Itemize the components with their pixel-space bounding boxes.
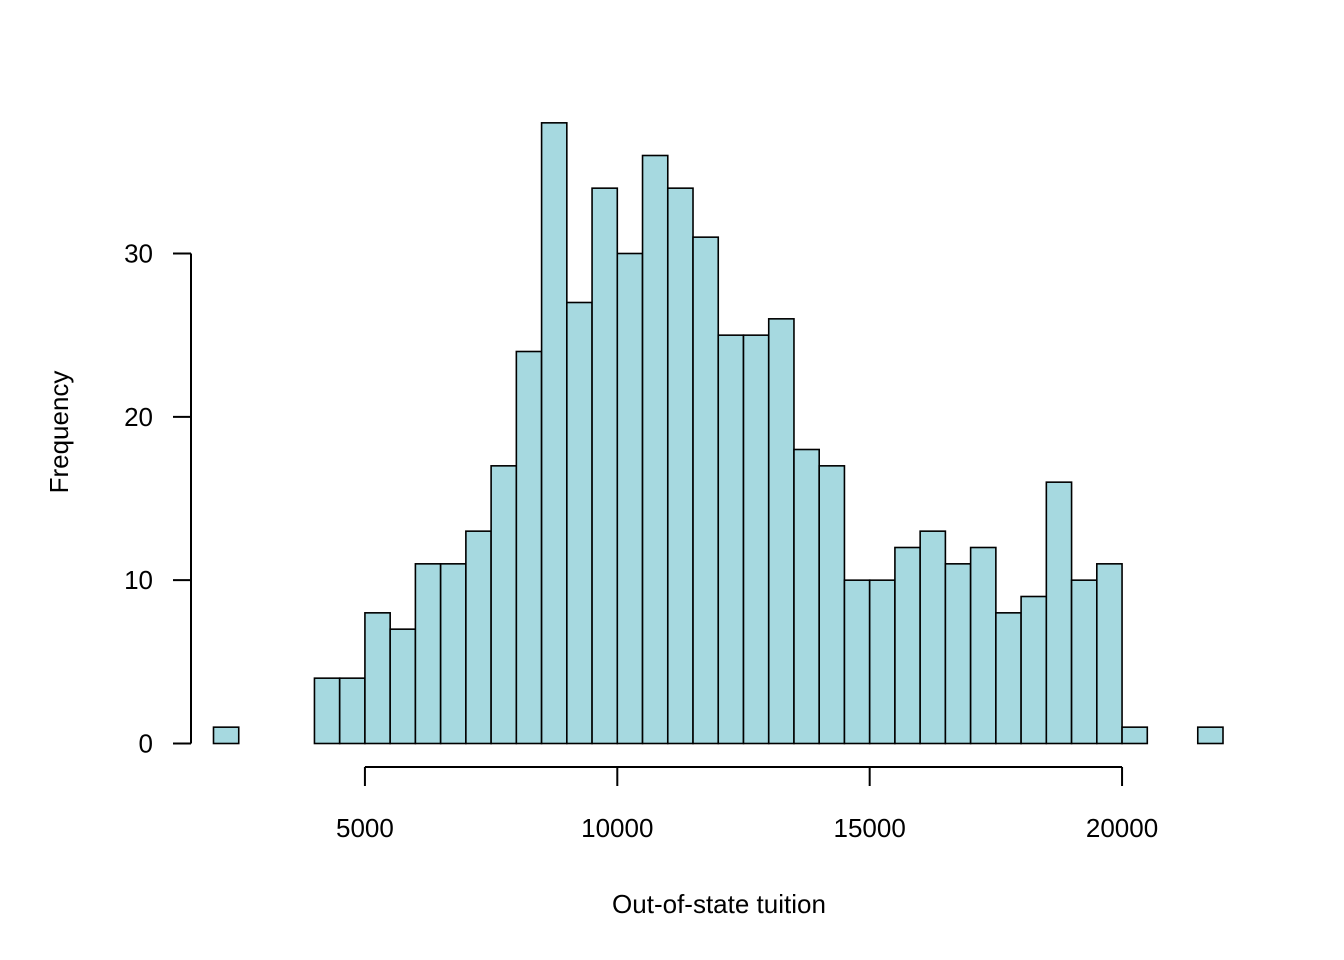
- histogram-bar: [894, 546, 921, 745]
- histogram-bar: [995, 612, 1022, 745]
- histogram-bar: [843, 579, 871, 745]
- histogram-bar: [212, 726, 240, 745]
- x-tick-label: 5000: [336, 813, 394, 843]
- histogram-bar: [641, 154, 669, 745]
- x-tick-label: 20000: [1086, 813, 1158, 843]
- x-axis: 5000 10000 15000 20000: [336, 766, 1158, 843]
- x-tick-label: 10000: [581, 813, 653, 843]
- x-axis-title: Out-of-state tuition: [612, 889, 826, 919]
- histogram-bar: [515, 350, 543, 745]
- histogram-bar: [439, 563, 467, 745]
- histogram-bar: [616, 252, 644, 745]
- histogram-bar: [338, 677, 366, 745]
- y-tick-label: 30: [124, 239, 153, 269]
- histogram-bars: [212, 122, 1224, 745]
- histogram-bar: [1121, 726, 1149, 745]
- histogram-bar: [389, 628, 417, 745]
- histogram-bar: [1045, 481, 1073, 745]
- y-tick-label: 20: [124, 402, 153, 432]
- histogram-bar: [742, 334, 770, 745]
- histogram-bar: [1096, 563, 1123, 745]
- y-tick-label: 0: [139, 729, 153, 759]
- histogram-bar: [591, 187, 619, 745]
- histogram-bar: [566, 301, 593, 745]
- histogram-bar: [868, 579, 896, 745]
- histogram-bar: [1070, 579, 1098, 745]
- histogram-bar: [540, 122, 568, 745]
- histogram-bar: [717, 334, 745, 745]
- histogram-bar: [1196, 726, 1224, 745]
- x-tick-label: 15000: [834, 813, 906, 843]
- histogram-bar: [818, 465, 846, 745]
- y-tick-label: 10: [124, 565, 153, 595]
- histogram-bar: [666, 187, 694, 745]
- y-axis: 0 10 20 30: [124, 239, 192, 759]
- histogram-bar: [767, 318, 795, 745]
- histogram-bar: [944, 563, 972, 745]
- histogram-bar: [793, 448, 821, 745]
- histogram-bar: [364, 612, 391, 745]
- histogram-bar: [1020, 595, 1048, 745]
- histogram-bar: [465, 530, 492, 745]
- y-axis-title: Frequency: [44, 371, 74, 494]
- histogram-bar: [919, 530, 947, 745]
- histogram-bar: [490, 465, 518, 745]
- histogram-bar: [692, 236, 720, 745]
- histogram-bar: [313, 677, 341, 745]
- histogram-bar: [414, 563, 442, 745]
- histogram-bar: [969, 546, 997, 745]
